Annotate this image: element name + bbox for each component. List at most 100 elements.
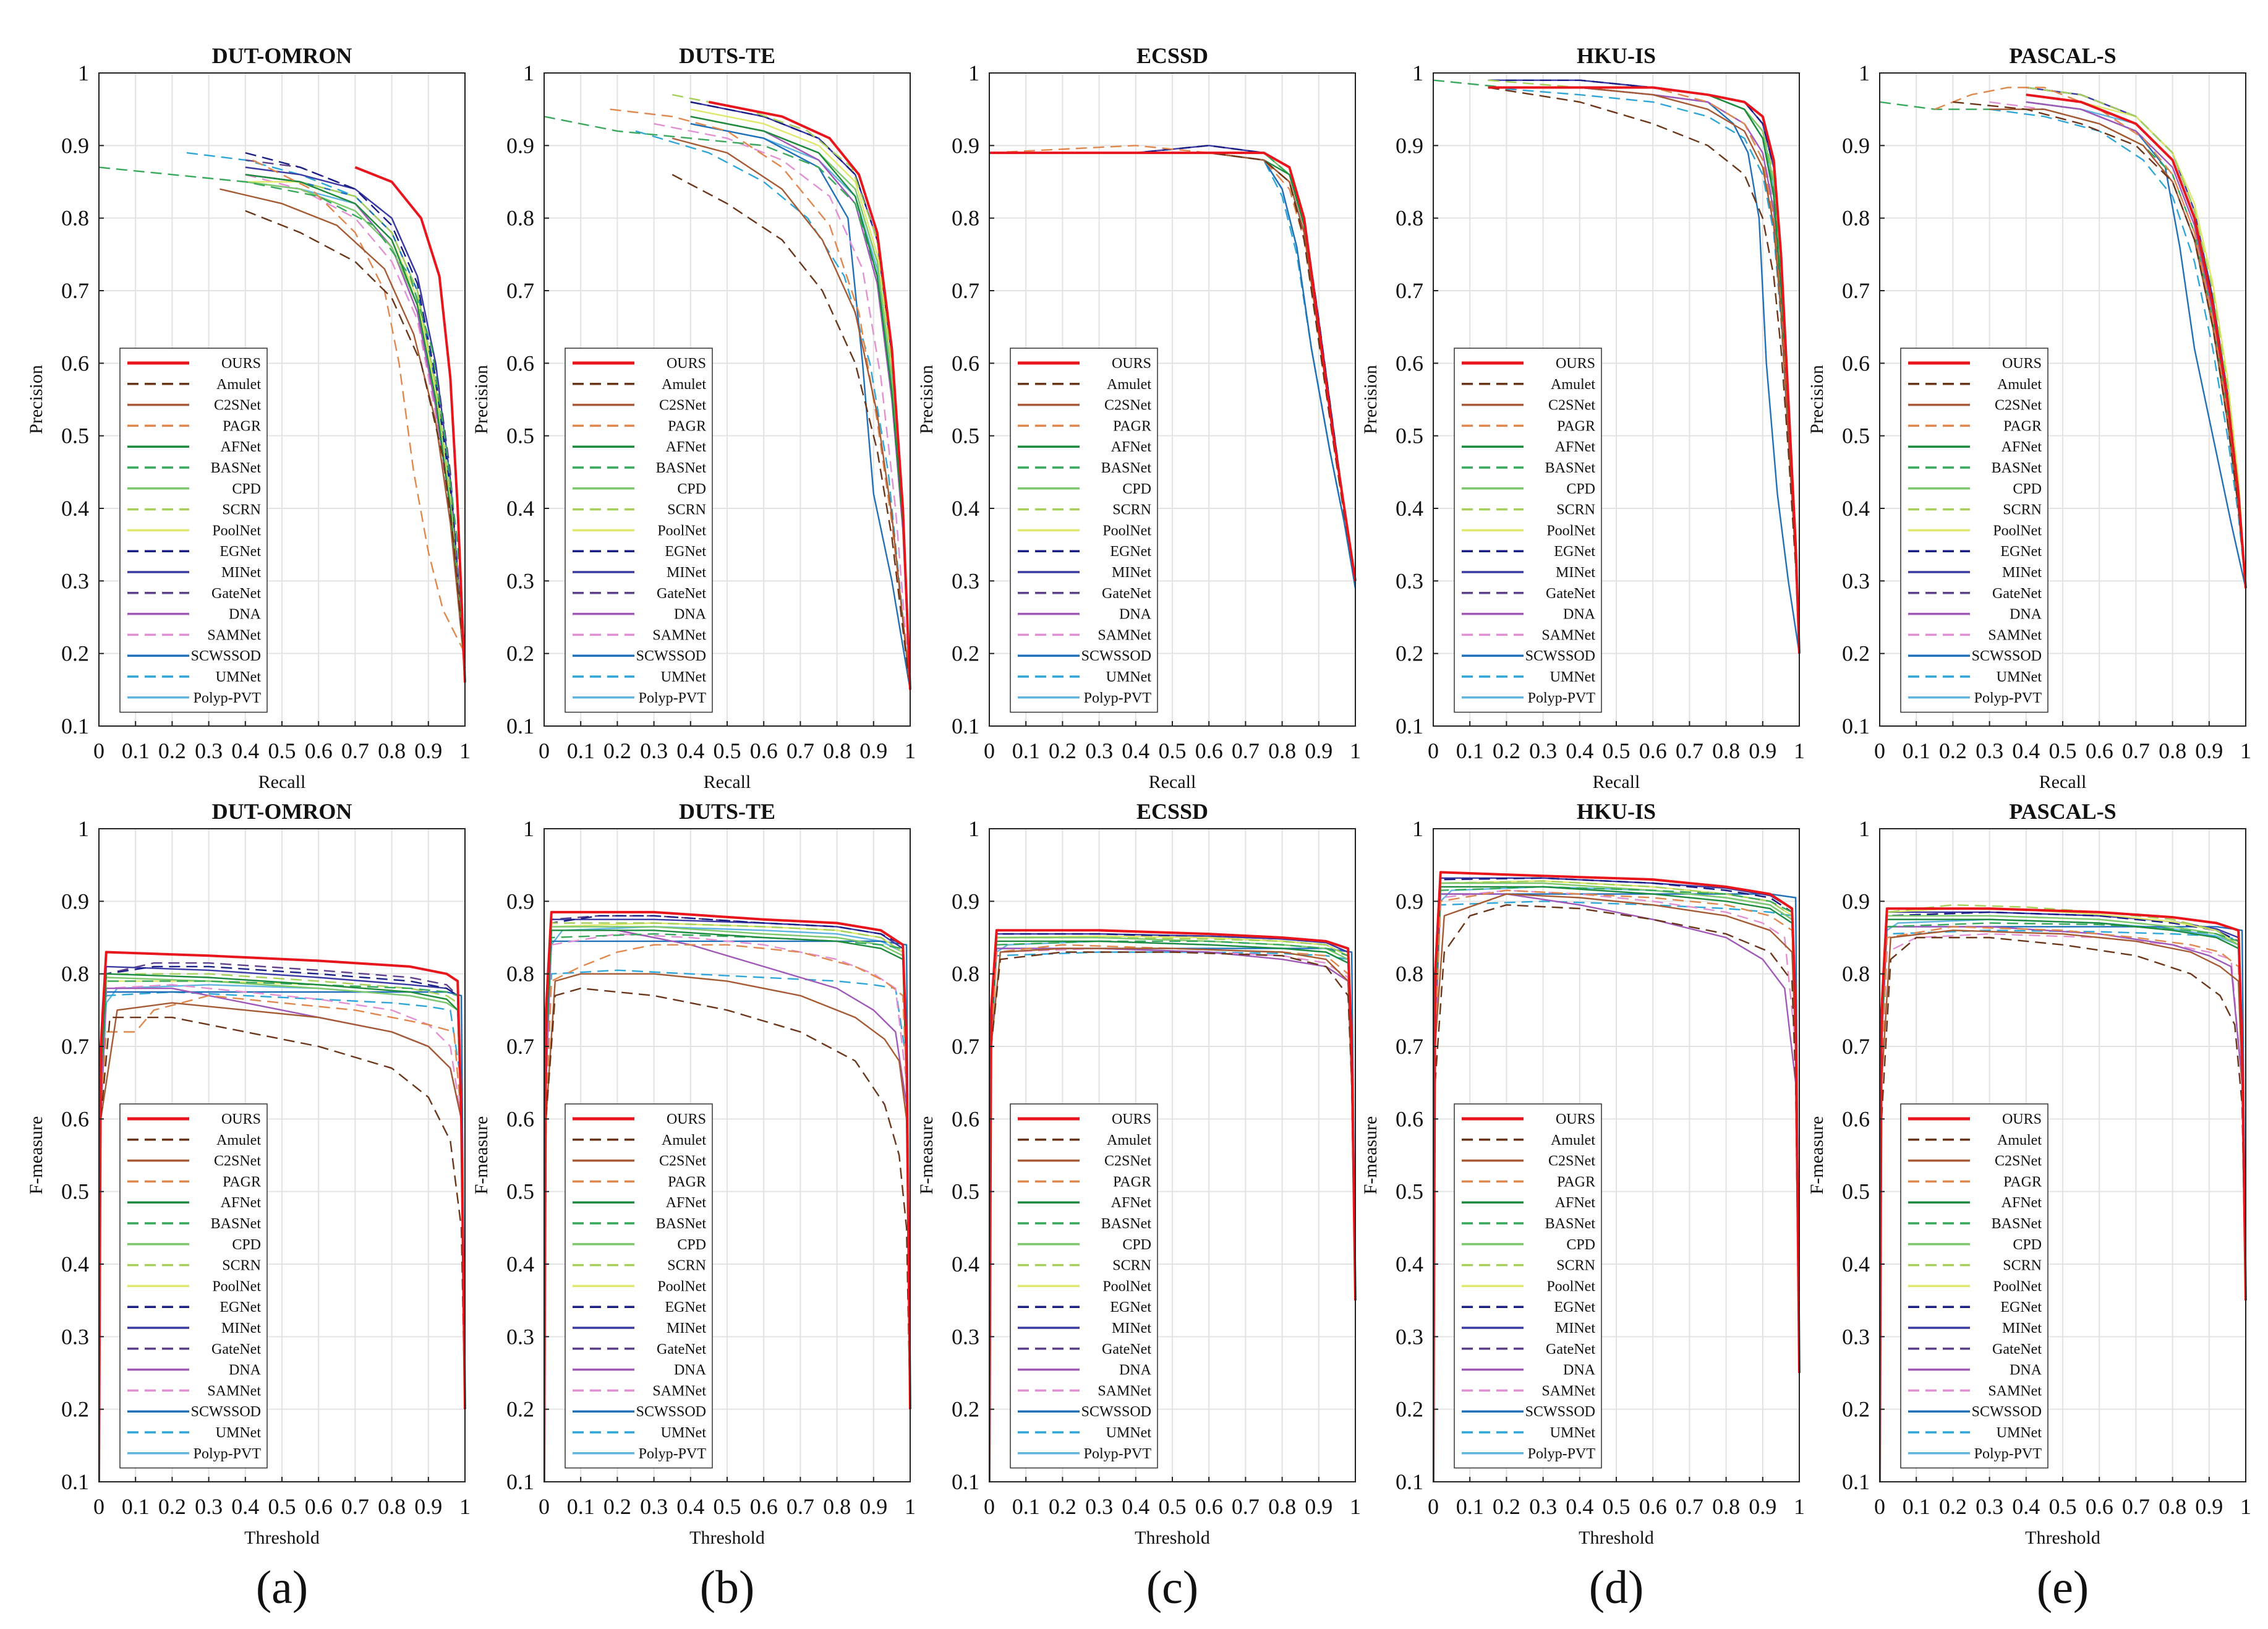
y-tick-label: 0.5	[1396, 1179, 1423, 1204]
series-group	[544, 94, 911, 690]
y-tick-label: 0.3	[952, 568, 979, 593]
legend-label: SCWSSOD	[1081, 1404, 1151, 1420]
y-tick-label: 0.5	[506, 424, 534, 448]
y-tick-label: 0.9	[1396, 889, 1423, 913]
y-tick-label: 0.6	[1396, 351, 1423, 375]
y-tick-label: 0.9	[1842, 889, 1870, 913]
x-tick-label: 0.1	[1456, 738, 1484, 763]
x-tick-label: 0.6	[1639, 1494, 1667, 1519]
y-tick-label: 0.4	[1842, 1252, 1870, 1276]
series-line-amulet	[1488, 87, 1801, 654]
series-line-ours	[354, 166, 466, 683]
legend-label: Polyp-PVT	[639, 1446, 707, 1462]
y-tick-label: 0.4	[61, 1252, 89, 1276]
legend-item-minet: MINet	[1462, 565, 1595, 581]
legend-label: SCRN	[667, 1258, 706, 1274]
legend-item-samnet: SAMNet	[1908, 1383, 2042, 1399]
legend-item-poolnet: PoolNet	[1908, 1278, 2042, 1294]
legend: OURS Amulet C2SNet PAGR AFNet BASNet CPD SCRN Po…	[1010, 348, 1158, 713]
legend-item-cpd: CPD	[1462, 1237, 1595, 1253]
x-axis-label: Threshold	[689, 1528, 765, 1548]
legend-item-basnet: BASNet	[1462, 1216, 1595, 1232]
y-tick-label: 0.7	[1396, 1034, 1423, 1059]
legend-label: PAGR	[223, 418, 261, 434]
x-tick-label: 0.2	[1493, 1494, 1520, 1519]
x-tick-label: 0.9	[2195, 1494, 2223, 1519]
caption-e: (e)	[2037, 1562, 2089, 1614]
legend-item-afnet: AFNet	[573, 1195, 706, 1211]
legend-label: BASNet	[211, 1216, 262, 1232]
x-tick-label: 0.4	[1122, 738, 1149, 763]
y-tick-label: 0.7	[506, 278, 534, 303]
chart-title: HKU-IS	[1577, 43, 1656, 68]
legend-item-c2snet: C2SNet	[1908, 398, 2042, 414]
chart-title: ECSSD	[1136, 799, 1208, 824]
legend-label: CPD	[1566, 481, 1595, 497]
chart-pr-hku-is: 0 0.1 0.2 0.3 0.4 0.5 0.6 0.7 0.8 0.9 10.10.20.30.…	[1360, 43, 1805, 792]
legend-item-egnet: EGNet	[127, 544, 261, 560]
x-tick-label: 0.8	[2159, 1494, 2186, 1519]
x-tick-label: 0.6	[1195, 738, 1223, 763]
legend-label: UMNet	[1997, 1425, 2042, 1441]
legend-label: SCRN	[2003, 1258, 2042, 1274]
x-tick-label: 0.5	[1159, 1494, 1187, 1519]
chart-title: DUT-OMRON	[212, 799, 352, 824]
y-tick-label: 0.4	[61, 496, 89, 521]
y-axis-label: F-measure	[26, 1116, 46, 1195]
legend-item-pagr: PAGR	[573, 418, 706, 434]
series-line-afnet	[245, 174, 466, 669]
series-line-umnet	[1989, 108, 2247, 589]
legend-label: C2SNet	[1548, 398, 1595, 414]
legend-label: UMNet	[1997, 669, 2042, 685]
legend: OURS Amulet C2SNet PAGR AFNet BASNet CPD SCRN Po…	[565, 1103, 713, 1469]
x-tick-label: 0.4	[676, 1494, 704, 1519]
y-tick-label: 1	[968, 816, 979, 841]
legend-label: DNA	[1563, 1362, 1596, 1379]
legend-label: BASNet	[211, 460, 262, 476]
legend-item-c2snet: C2SNet	[1018, 398, 1151, 414]
legend-item-minet: MINet	[573, 565, 706, 581]
series-line-ours	[1488, 86, 1801, 654]
x-tick-label: 0.7	[1676, 1494, 1703, 1519]
legend-label: UMNet	[216, 669, 262, 685]
legend-label: PoolNet	[1546, 1278, 1595, 1294]
x-tick-label: 0.8	[378, 1494, 406, 1519]
legend-item-ours: OURS	[1018, 356, 1151, 372]
x-tick-label: 0.9	[859, 738, 887, 763]
legend-label: PAGR	[1113, 1174, 1151, 1190]
y-tick-label: 0.2	[1396, 1397, 1423, 1422]
y-tick-label: 0.9	[506, 889, 534, 913]
legend-label: CPD	[1566, 1237, 1595, 1253]
legend-label: SCRN	[1112, 1258, 1151, 1274]
series-line-pagr	[610, 108, 911, 683]
x-axis-label: Recall	[2039, 772, 2087, 792]
y-tick-label: 0.1	[61, 714, 89, 738]
legend-item-afnet: AFNet	[127, 439, 261, 455]
legend-item-minet: MINet	[1018, 565, 1151, 581]
y-tick-label: 0.2	[1842, 1397, 1870, 1422]
legend-item-gatenet: GateNet	[1908, 586, 2042, 602]
y-tick-label: 1	[968, 61, 979, 85]
legend-item-polyp-pvt: Polyp-PVT	[1462, 690, 1595, 706]
legend-item-egnet: EGNet	[573, 544, 706, 560]
legend-label: CPD	[1122, 481, 1151, 497]
chart-title: PASCAL-S	[2009, 43, 2116, 68]
legend-item-gatenet: GateNet	[1018, 1341, 1151, 1358]
legend-label: PAGR	[668, 1174, 706, 1190]
x-tick-label: 0.1	[122, 1494, 150, 1519]
legend-label: Polyp-PVT	[1528, 690, 1596, 706]
legend-item-dna: DNA	[1462, 607, 1596, 623]
legend-label: PAGR	[1557, 1174, 1595, 1190]
y-tick-label: 1	[523, 61, 534, 85]
legend-item-poolnet: PoolNet	[573, 523, 706, 539]
x-tick-label: 0.5	[714, 1494, 741, 1519]
legend-label: DNA	[229, 607, 262, 623]
legend-item-egnet: EGNet	[573, 1299, 706, 1315]
legend-label: GateNet	[211, 1341, 261, 1358]
x-tick-label: 0	[984, 1494, 995, 1519]
series-line-c2snet	[671, 137, 911, 690]
x-tick-label: 0.8	[378, 738, 406, 763]
legend-item-pagr: PAGR	[1018, 418, 1151, 434]
legend-label: C2SNet	[214, 398, 261, 414]
y-tick-label: 0.3	[1842, 568, 1870, 593]
